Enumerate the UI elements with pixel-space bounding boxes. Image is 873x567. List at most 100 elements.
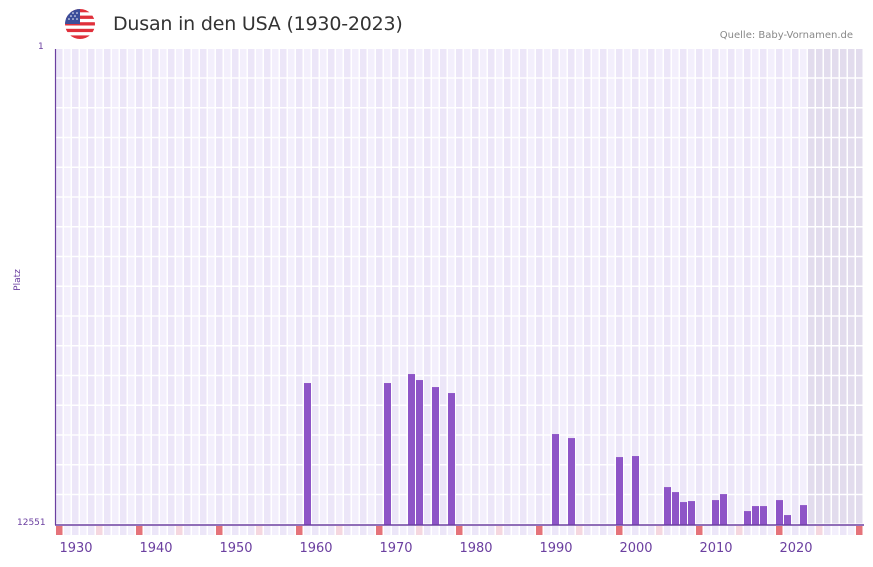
x-axis-label-1930: 1930 <box>59 541 93 556</box>
year-marker <box>464 526 471 535</box>
year-marker <box>720 526 727 535</box>
bar-2000 <box>632 456 639 525</box>
year-marker <box>688 526 695 535</box>
bar-2005 <box>672 492 679 525</box>
x-axis-label-2020: 2020 <box>779 541 813 556</box>
year-marker <box>712 526 719 535</box>
year-marker <box>456 526 463 535</box>
year-marker <box>352 526 359 535</box>
year-marker <box>808 526 815 535</box>
year-marker <box>272 526 279 535</box>
year-marker <box>448 526 455 535</box>
year-marker <box>128 526 135 535</box>
year-marker <box>824 526 831 535</box>
x-axis-label-2010: 2010 <box>699 541 733 556</box>
year-marker <box>576 526 583 535</box>
year-marker <box>328 526 335 535</box>
bar-2018 <box>776 500 783 525</box>
year-marker <box>248 526 255 535</box>
year-marker <box>744 526 751 535</box>
year-marker <box>600 526 607 535</box>
year-marker <box>584 526 591 535</box>
bar-1998 <box>616 457 623 525</box>
year-marker <box>800 526 807 535</box>
year-marker <box>848 526 855 535</box>
year-marker <box>112 526 119 535</box>
year-marker <box>264 526 271 535</box>
bar-1977 <box>448 393 455 525</box>
year-marker <box>472 526 479 535</box>
year-marker <box>176 526 183 535</box>
year-marker <box>840 526 847 535</box>
year-marker <box>792 526 799 535</box>
year-marker <box>784 526 791 535</box>
year-marker <box>336 526 343 535</box>
year-marker <box>728 526 735 535</box>
y-axis-top-label: 1 <box>38 42 44 52</box>
source-credit: Quelle: Baby-Vornamen.de <box>719 30 853 41</box>
year-marker <box>608 526 615 535</box>
year-marker <box>760 526 767 535</box>
bar-2010 <box>712 500 719 525</box>
year-marker <box>400 526 407 535</box>
x-axis-label-1990: 1990 <box>539 541 573 556</box>
year-marker <box>480 526 487 535</box>
bar-1975 <box>432 387 439 525</box>
bar-2007 <box>688 501 695 525</box>
year-marker <box>664 526 671 535</box>
year-marker <box>440 526 447 535</box>
year-marker <box>168 526 175 535</box>
year-marker <box>360 526 367 535</box>
year-marker <box>160 526 167 535</box>
x-axis-label-1980: 1980 <box>459 541 493 556</box>
year-marker <box>416 526 423 535</box>
x-axis-label-2000: 2000 <box>619 541 653 556</box>
year-marker <box>240 526 247 535</box>
year-marker <box>232 526 239 535</box>
year-marker <box>496 526 503 535</box>
year-marker <box>184 526 191 535</box>
year-marker <box>104 526 111 535</box>
year-marker <box>528 526 535 535</box>
year-marker <box>552 526 559 535</box>
year-marker <box>592 526 599 535</box>
x-axis-label-1970: 1970 <box>379 541 413 556</box>
bar-2019 <box>784 515 791 525</box>
year-marker <box>96 526 103 535</box>
bar-2015 <box>752 506 759 525</box>
year-marker <box>544 526 551 535</box>
year-marker <box>656 526 663 535</box>
y-axis-bottom-label: 12551 <box>17 518 46 528</box>
year-marker <box>504 526 511 535</box>
year-marker <box>384 526 391 535</box>
year-marker <box>64 526 71 535</box>
year-marker <box>288 526 295 535</box>
year-marker <box>768 526 775 535</box>
year-marker <box>776 526 783 535</box>
x-axis-label-1960: 1960 <box>299 541 333 556</box>
year-marker <box>296 526 303 535</box>
year-marker <box>256 526 263 535</box>
year-marker <box>120 526 127 535</box>
year-marker <box>392 526 399 535</box>
year-marker <box>520 526 527 535</box>
us-flag-icon <box>65 9 95 39</box>
year-marker <box>88 526 95 535</box>
year-marker <box>200 526 207 535</box>
year-marker <box>624 526 631 535</box>
year-marker <box>512 526 519 535</box>
bar-2014 <box>744 511 751 525</box>
year-marker <box>72 526 79 535</box>
bar-2021 <box>800 505 807 525</box>
year-marker <box>536 526 543 535</box>
year-marker <box>752 526 759 535</box>
x-axis-label-1940: 1940 <box>139 541 173 556</box>
year-marker <box>816 526 823 535</box>
year-marker <box>856 526 863 535</box>
year-marker <box>368 526 375 535</box>
year-marker <box>192 526 199 535</box>
bar-1959 <box>304 383 311 525</box>
year-marker <box>648 526 655 535</box>
year-marker <box>144 526 151 535</box>
